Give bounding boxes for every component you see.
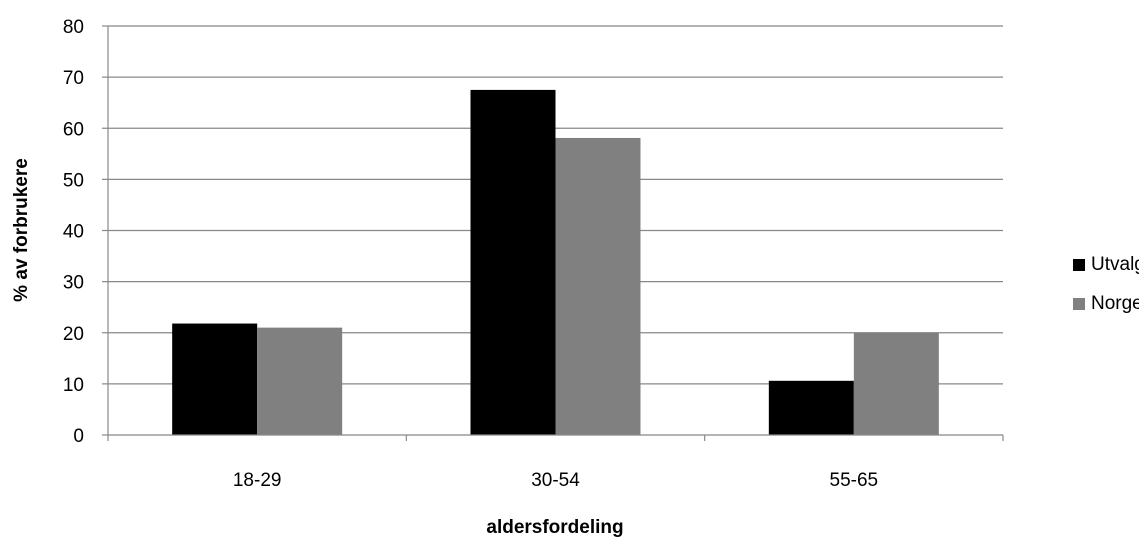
axes <box>102 25 1004 441</box>
y-axis-title: % av forbrukere <box>11 158 32 302</box>
legend-item-utvalg: Utvalg <box>1073 252 1139 278</box>
y-tick-label: 0 <box>73 426 84 447</box>
legend-item-norge: Norge <box>1073 291 1139 317</box>
y-tick-label: 50 <box>63 170 84 191</box>
bar-utvalg-55-65 <box>768 380 854 435</box>
x-tick-label: 18-29 <box>233 470 282 491</box>
legend-label-norge: Norge <box>1091 293 1139 314</box>
bar-norge-55-65 <box>853 332 939 435</box>
legend-swatch-utvalg <box>1073 259 1085 271</box>
y-tick-labels: 0 10 20 30 40 50 60 70 80 <box>63 17 84 447</box>
legend-label-utvalg: Utvalg <box>1091 254 1139 275</box>
y-tick-label: 40 <box>63 222 84 243</box>
x-tick-label: 55-65 <box>830 470 879 491</box>
y-tick-label: 60 <box>63 119 84 140</box>
legend: Utvalg Norge <box>1073 252 1139 330</box>
y-tick-label: 10 <box>63 375 84 396</box>
bar-norge-18-29 <box>257 327 343 435</box>
legend-swatch-norge <box>1073 298 1085 310</box>
y-tick-label: 70 <box>63 68 84 89</box>
x-axis-title: aldersfordeling <box>486 517 623 538</box>
x-tick-label: 30-54 <box>531 470 580 491</box>
y-tick-label: 20 <box>63 324 84 345</box>
x-tick-labels: 18-29 30-54 55-65 <box>233 470 878 491</box>
bar-norge-30-54 <box>555 137 641 435</box>
bars <box>172 89 939 435</box>
bar-utvalg-18-29 <box>172 323 258 435</box>
y-tick-label: 30 <box>63 273 84 294</box>
bar-utvalg-30-54 <box>470 89 556 435</box>
y-tick-label: 80 <box>63 17 84 38</box>
